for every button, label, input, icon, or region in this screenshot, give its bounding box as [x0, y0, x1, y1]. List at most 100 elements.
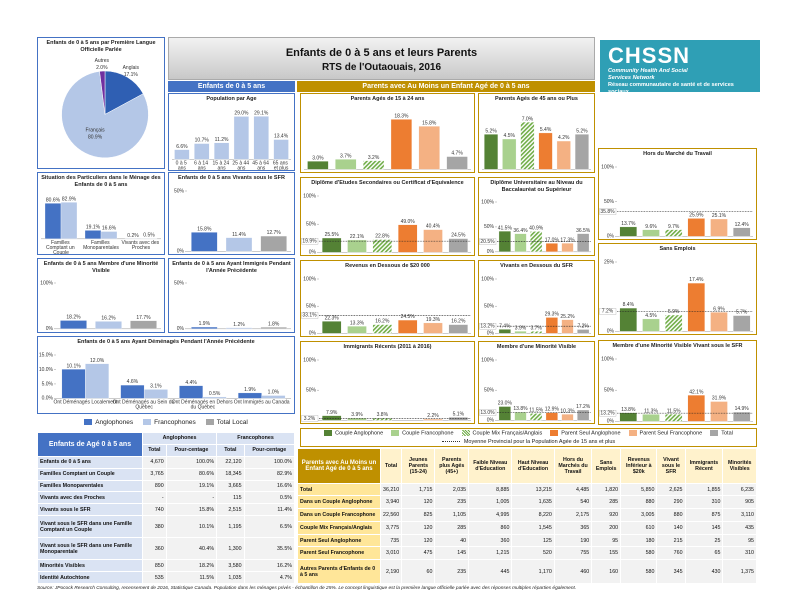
- table-row: Vivants avec des Proches - -115 0.5%: [37, 491, 296, 505]
- value-label: 18.3%: [394, 113, 409, 119]
- y-tick-label: 0%: [487, 417, 495, 423]
- bar: [335, 158, 357, 170]
- bar: [665, 413, 683, 422]
- table-row: Total 36,210 1,715 2,035 8,885 13,215 4,485 1,8…: [297, 482, 757, 497]
- value-label: 6.6%: [176, 143, 188, 149]
- value-label: 16.2%: [451, 318, 466, 324]
- bar: [520, 121, 535, 170]
- table-cell: 18,345: [216, 467, 245, 481]
- row-label: Familles Comptant un Couple: [37, 467, 143, 481]
- row-label: Dans un Couple Francophone: [297, 508, 381, 522]
- y-tick-label: 100%: [303, 357, 316, 363]
- value-label: 4.6%: [127, 379, 139, 385]
- bar: [390, 118, 413, 170]
- column-header: Pour-centage: [243, 443, 296, 457]
- value-label: 11.5%: [667, 408, 681, 414]
- chart-panel: Diplôme d'Etudes Secondaires ou Certific…: [300, 177, 475, 256]
- value-label: 16.2%: [101, 316, 116, 322]
- bar: [398, 224, 418, 253]
- bar: [191, 327, 218, 330]
- bar: [418, 125, 440, 170]
- table-cell: 11.4%: [243, 503, 296, 517]
- provincial-label: 35.8%: [600, 208, 615, 214]
- value-label: 22.8%: [375, 233, 390, 239]
- table-cell: 1,635: [511, 495, 555, 510]
- table-cell: 1,545: [511, 520, 555, 535]
- value-label: 9.7%: [668, 223, 680, 229]
- provincial-label-box: [301, 311, 319, 319]
- provincial-label-box: [479, 408, 497, 416]
- provincial-label: 20.5%: [480, 239, 495, 245]
- table-row: Parent Seul Anglophone 735 120 40 360 125 190 9…: [297, 533, 757, 548]
- table-cell: 4,670: [142, 455, 167, 469]
- value-label: 8.4%: [623, 302, 635, 308]
- plot: 0%50%100%7.9%3.9%3.8%2.2%5.1%3.2%: [301, 357, 471, 423]
- legend-label: Parent Seul Francophone: [639, 430, 703, 437]
- bar: [448, 324, 468, 334]
- value-label: 82.9%: [62, 197, 77, 203]
- table-cell: 95: [722, 533, 757, 548]
- value-label: 22.1%: [350, 234, 365, 240]
- bar: [577, 409, 590, 421]
- bar: [561, 413, 574, 421]
- legend: Anglophones Francophones Total Local: [37, 416, 295, 429]
- bar: [423, 418, 443, 421]
- chart-title: Enfants de 0 à 5 ans Membre d'une Minori…: [43, 261, 159, 274]
- legend-item: Total: [710, 429, 733, 436]
- bar: [545, 316, 558, 334]
- table-cell: 3,110: [722, 508, 757, 522]
- plot: 0% 50% 100% 13.8% 11.3% 11.5% 42.1% 31.9% 14.9% 1…: [599, 356, 753, 424]
- value-label: 17.4%: [689, 277, 704, 283]
- table-cell: 95: [591, 533, 622, 548]
- value-label: 4.7%: [451, 150, 463, 156]
- value-label: 0.2%: [127, 233, 139, 239]
- header-row: Parents avec Au Moins un Enfant Agé de 0…: [297, 448, 757, 484]
- value-label: 14.9%: [735, 406, 750, 412]
- y-tick-label: 0%: [607, 328, 615, 334]
- y-tick-label: 50%: [306, 221, 317, 227]
- pie-value-label: 80.9%: [88, 135, 103, 141]
- row-label: Parent Seul Francophone: [297, 546, 381, 561]
- bar: [642, 413, 660, 422]
- table-cell: 22,120: [216, 455, 245, 469]
- chart-panel: Vivants en Dessous du SFR 0% 50% 100% 7.4% 3.…: [478, 260, 595, 337]
- table-cell: 200: [591, 520, 622, 535]
- chart-title: Population par Age: [206, 96, 257, 102]
- legend-swatch: [84, 419, 93, 426]
- bar: [577, 233, 590, 253]
- legend-swatch: [628, 429, 637, 436]
- table-cell: 35.5%: [243, 537, 296, 561]
- row-label: Dans un Couple Anglophone: [297, 495, 381, 510]
- legend-swatch: [143, 419, 152, 426]
- chart-panel: Population par Age 6.6% 0 à 5 ans 10.7% 6 à …: [168, 93, 295, 171]
- chart-panel: Parents Agés de 15 à 24 ans 3.0% 3.7% 3.2% 1…: [300, 93, 475, 173]
- provincial-label: 13.2%: [480, 323, 495, 329]
- value-label: 23.0%: [498, 400, 513, 406]
- legend-label: Couple Anglophone: [335, 430, 384, 437]
- value-label: 36.4%: [513, 228, 528, 234]
- table-cell: 285: [434, 520, 470, 535]
- bar: [619, 412, 637, 422]
- table-cell: 120: [401, 520, 436, 535]
- table-cell: 120: [401, 533, 436, 548]
- x-tick-label: Ont Déménagés en Dehors du Québec: [172, 399, 234, 410]
- row-label: Vivants avec des Proches: [37, 491, 143, 505]
- table-cell: 825: [401, 508, 436, 522]
- page-title: Enfants de 0 à 5 ans et leurs Parents: [285, 47, 478, 59]
- table-cell: 15.8%: [165, 503, 218, 517]
- bar: [225, 327, 253, 330]
- value-label: 11.3%: [644, 408, 658, 414]
- plot: 6.6% 0 à 5 ans 10.7% 6 à 14 ans 11.2% 15 à 24…: [172, 110, 291, 170]
- y-tick-label: 0%: [607, 418, 615, 424]
- table-row: Dans un Couple Francophone 22,560 825 1,105…: [297, 508, 757, 522]
- table-cell: 2,175: [553, 508, 593, 522]
- x-tick-label: Ont Immigrés au Canada: [234, 399, 290, 405]
- row-label: Total: [297, 482, 381, 497]
- bar: [84, 230, 102, 240]
- plot: 0% 50% 100% 13.7% 9.6% 9.7% 25.9% 25.1% 12.4% 35.…: [599, 164, 753, 239]
- bar: [233, 115, 250, 160]
- value-label: 25.9%: [689, 212, 704, 218]
- value-label: 1.8%: [268, 321, 280, 327]
- bar: [484, 133, 499, 170]
- table-cell: 435: [722, 520, 757, 535]
